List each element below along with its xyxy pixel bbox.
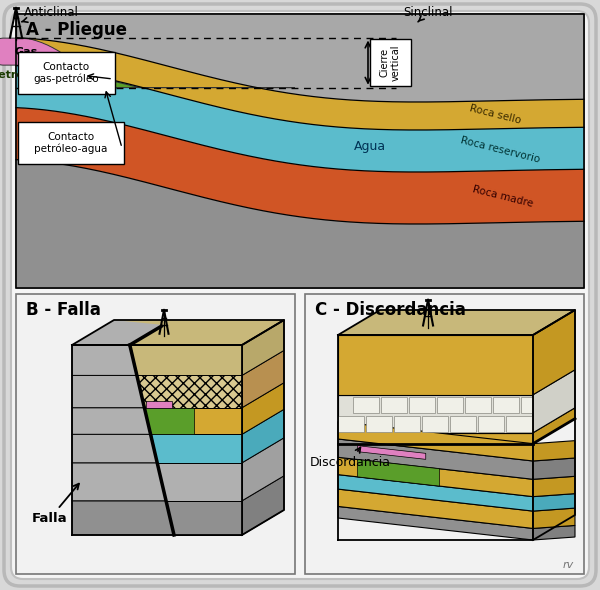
Polygon shape — [16, 107, 584, 224]
Bar — [422, 415, 448, 432]
Bar — [338, 335, 533, 395]
Polygon shape — [72, 375, 145, 408]
Polygon shape — [338, 457, 533, 497]
Polygon shape — [72, 434, 157, 463]
Bar — [381, 396, 407, 413]
Bar — [450, 415, 476, 432]
Text: rv: rv — [563, 560, 574, 570]
Polygon shape — [338, 310, 575, 335]
Bar — [16, 294, 295, 574]
Polygon shape — [16, 14, 584, 102]
Text: Roca reservorio: Roca reservorio — [460, 135, 541, 165]
Polygon shape — [358, 460, 439, 486]
Polygon shape — [72, 320, 163, 345]
Text: Contacto
petróleo-agua: Contacto petróleo-agua — [34, 132, 107, 154]
Polygon shape — [533, 370, 575, 433]
Bar — [338, 395, 533, 433]
Polygon shape — [72, 345, 137, 375]
FancyBboxPatch shape — [11, 11, 589, 579]
Polygon shape — [137, 375, 242, 408]
Polygon shape — [130, 345, 242, 375]
FancyBboxPatch shape — [18, 122, 124, 164]
Polygon shape — [16, 38, 584, 130]
Polygon shape — [62, 71, 295, 88]
Polygon shape — [533, 408, 575, 444]
Text: Falla: Falla — [32, 484, 79, 525]
Bar — [493, 396, 519, 413]
Polygon shape — [338, 489, 533, 529]
Text: Roca madre: Roca madre — [472, 184, 534, 209]
Polygon shape — [157, 463, 242, 501]
Text: Anticlinal: Anticlinal — [22, 6, 79, 22]
Polygon shape — [533, 476, 575, 497]
Bar — [478, 415, 504, 432]
Text: Sinclinal: Sinclinal — [403, 6, 452, 22]
Bar — [305, 294, 584, 574]
Polygon shape — [533, 441, 575, 461]
Polygon shape — [533, 494, 575, 511]
Polygon shape — [533, 526, 575, 540]
Polygon shape — [72, 320, 284, 345]
Text: Discordancia: Discordancia — [310, 447, 391, 468]
FancyBboxPatch shape — [18, 52, 115, 94]
Bar — [506, 415, 532, 432]
Polygon shape — [358, 445, 426, 460]
Polygon shape — [338, 474, 533, 511]
Bar — [521, 396, 532, 413]
Polygon shape — [16, 65, 584, 172]
Polygon shape — [242, 476, 284, 535]
Bar — [409, 396, 435, 413]
Text: C - Discordancia: C - Discordancia — [315, 301, 466, 319]
Polygon shape — [137, 375, 242, 408]
Polygon shape — [72, 501, 174, 535]
Bar — [437, 396, 463, 413]
Text: Roca sello: Roca sello — [468, 104, 522, 126]
Bar — [338, 433, 533, 444]
Polygon shape — [72, 463, 166, 501]
Bar — [366, 415, 392, 432]
Bar — [338, 415, 364, 432]
Bar — [353, 396, 379, 413]
Polygon shape — [16, 160, 584, 288]
Polygon shape — [338, 439, 533, 479]
Polygon shape — [145, 408, 194, 434]
Polygon shape — [242, 320, 284, 375]
Bar — [465, 396, 491, 413]
Polygon shape — [533, 310, 575, 395]
Polygon shape — [151, 434, 242, 463]
Polygon shape — [242, 409, 284, 463]
Polygon shape — [145, 408, 242, 434]
FancyBboxPatch shape — [370, 39, 410, 86]
Polygon shape — [242, 350, 284, 408]
Text: Gas: Gas — [14, 47, 38, 57]
Polygon shape — [166, 501, 242, 535]
Polygon shape — [146, 401, 172, 408]
Polygon shape — [242, 383, 284, 434]
Polygon shape — [242, 438, 284, 501]
Polygon shape — [338, 422, 533, 461]
Bar — [394, 415, 420, 432]
Text: Contacto
gas-petróleo: Contacto gas-petróleo — [33, 62, 99, 84]
Text: A - Pliegue: A - Pliegue — [26, 21, 127, 39]
Polygon shape — [72, 408, 151, 434]
Polygon shape — [338, 506, 533, 540]
Text: Petróleo: Petróleo — [0, 70, 43, 80]
Polygon shape — [533, 458, 575, 479]
Polygon shape — [0, 38, 68, 66]
Text: Agua: Agua — [354, 140, 386, 153]
Text: Cierre
vertical: Cierre vertical — [379, 44, 401, 81]
Polygon shape — [533, 508, 575, 529]
Text: B - Falla: B - Falla — [26, 301, 101, 319]
FancyBboxPatch shape — [4, 4, 596, 586]
Bar — [16, 14, 584, 288]
